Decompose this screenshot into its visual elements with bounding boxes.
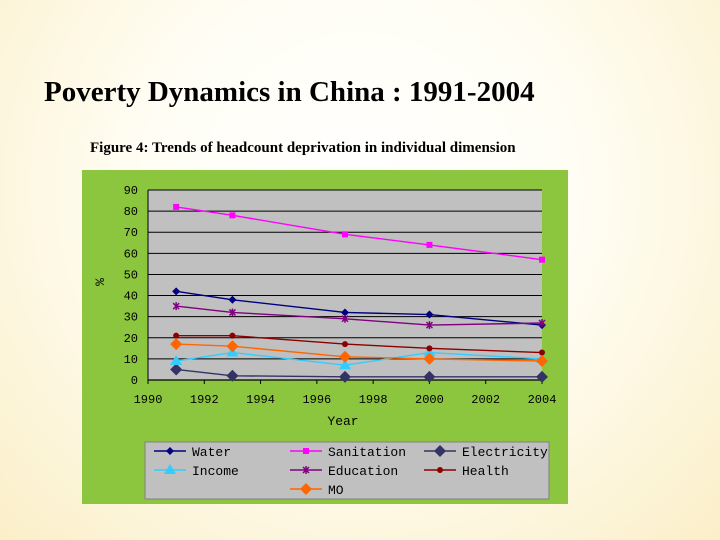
legend-swatch-marker	[302, 466, 310, 474]
x-tick-label: 2004	[528, 393, 557, 407]
data-point-water	[172, 287, 181, 296]
legend-box	[144, 441, 550, 500]
data-point-health	[426, 345, 433, 352]
data-point-sanitation	[342, 231, 348, 238]
data-point-mo	[170, 338, 183, 351]
data-point-electricity	[170, 363, 183, 376]
data-point-health	[173, 332, 180, 339]
x-axis-ticks: 1990 1992 1994 1996 1998 2000 2002 2004	[134, 380, 557, 407]
legend-swatch-marker	[300, 483, 312, 495]
data-point-health	[229, 332, 236, 339]
series-health	[173, 332, 545, 356]
y-tick-label: 90	[124, 184, 138, 198]
data-point-education	[228, 308, 236, 317]
x-tick-label: 1994	[246, 393, 275, 407]
data-point-water	[228, 295, 237, 304]
data-point-sanitation	[173, 203, 180, 210]
legend-item-health: Health	[424, 464, 509, 479]
legend-item-education: Education	[290, 464, 398, 479]
y-axis-ticks: 0 10 20 30 40 50 60 70 80 90	[124, 184, 138, 388]
y-tick-label: 40	[124, 290, 138, 304]
legend-label-education: Education	[328, 464, 398, 479]
data-point-education	[538, 319, 546, 327]
y-tick-label: 20	[124, 332, 138, 346]
legend-item-income: Income	[154, 464, 239, 479]
data-point-water	[425, 310, 434, 319]
x-tick-label: 2000	[415, 393, 444, 407]
x-tick-label: 1998	[359, 393, 388, 407]
data-point-health	[539, 349, 545, 356]
legend-item-water: Water	[154, 445, 231, 460]
data-point-education	[425, 321, 433, 330]
x-tick-label: 1992	[190, 393, 219, 407]
data-point-mo	[423, 352, 436, 365]
data-point-sanitation	[539, 256, 545, 263]
data-point-mo	[536, 355, 548, 367]
data-point-sanitation	[426, 241, 433, 248]
y-tick-label: 80	[124, 205, 138, 219]
series-mo	[170, 338, 548, 367]
data-point-income	[423, 346, 436, 357]
legend-swatch-marker	[166, 447, 174, 455]
y-tick-label: 70	[124, 226, 138, 240]
legend-swatch-marker	[437, 467, 443, 473]
data-point-electricity	[339, 370, 351, 383]
y-tick-label: 30	[124, 311, 138, 325]
x-axis-label: Year	[327, 414, 358, 429]
legend-swatch-marker	[164, 464, 176, 474]
legend-item-sanitation: Sanitation	[290, 445, 406, 460]
legend-item-electricity: Electricity	[424, 445, 548, 460]
legend-swatch-marker	[434, 445, 446, 457]
data-point-water	[341, 308, 349, 317]
data-point-education	[341, 314, 349, 323]
x-tick-label: 1996	[302, 393, 331, 407]
legend-swatch-marker	[303, 448, 309, 454]
data-point-mo	[226, 340, 239, 353]
page-title: Poverty Dynamics in China : 1991-2004	[44, 76, 535, 108]
data-point-electricity	[536, 370, 548, 383]
legend-label-health: Health	[462, 464, 509, 479]
series-group	[170, 203, 548, 383]
data-point-health	[342, 341, 348, 348]
y-tick-label: 60	[124, 247, 138, 261]
series-education	[172, 302, 546, 330]
figure-caption: Figure 4: Trends of headcount deprivatio…	[90, 140, 516, 156]
series-electricity	[170, 363, 548, 383]
y-axis-label: %	[93, 278, 108, 286]
line-chart: 0 10 20 30 40 50 60 70 80 90 1990 1992 1994 1996 1998…	[82, 170, 568, 504]
legend-item-mo: MO	[290, 483, 344, 498]
plot-area	[148, 190, 542, 380]
legend-label-income: Income	[192, 464, 239, 479]
legend: Water Sanitation Electricity Income Educatio…	[154, 445, 548, 498]
data-point-mo	[339, 350, 351, 363]
series-sanitation	[173, 203, 545, 263]
y-tick-label: 10	[124, 353, 138, 367]
legend-label-water: Water	[192, 445, 231, 460]
data-point-electricity	[423, 370, 436, 383]
y-tick-label: 0	[131, 374, 138, 388]
x-tick-label: 2002	[471, 393, 500, 407]
legend-label-sanitation: Sanitation	[328, 445, 406, 460]
data-point-education	[172, 302, 180, 311]
x-tick-label: 1990	[134, 393, 163, 407]
data-point-income	[170, 355, 183, 365]
legend-label-electricity: Electricity	[462, 445, 548, 460]
data-point-income	[339, 359, 351, 370]
y-tick-label: 50	[124, 268, 138, 282]
data-point-sanitation	[229, 212, 236, 219]
data-point-electricity	[226, 369, 239, 382]
legend-label-mo: MO	[328, 483, 344, 498]
